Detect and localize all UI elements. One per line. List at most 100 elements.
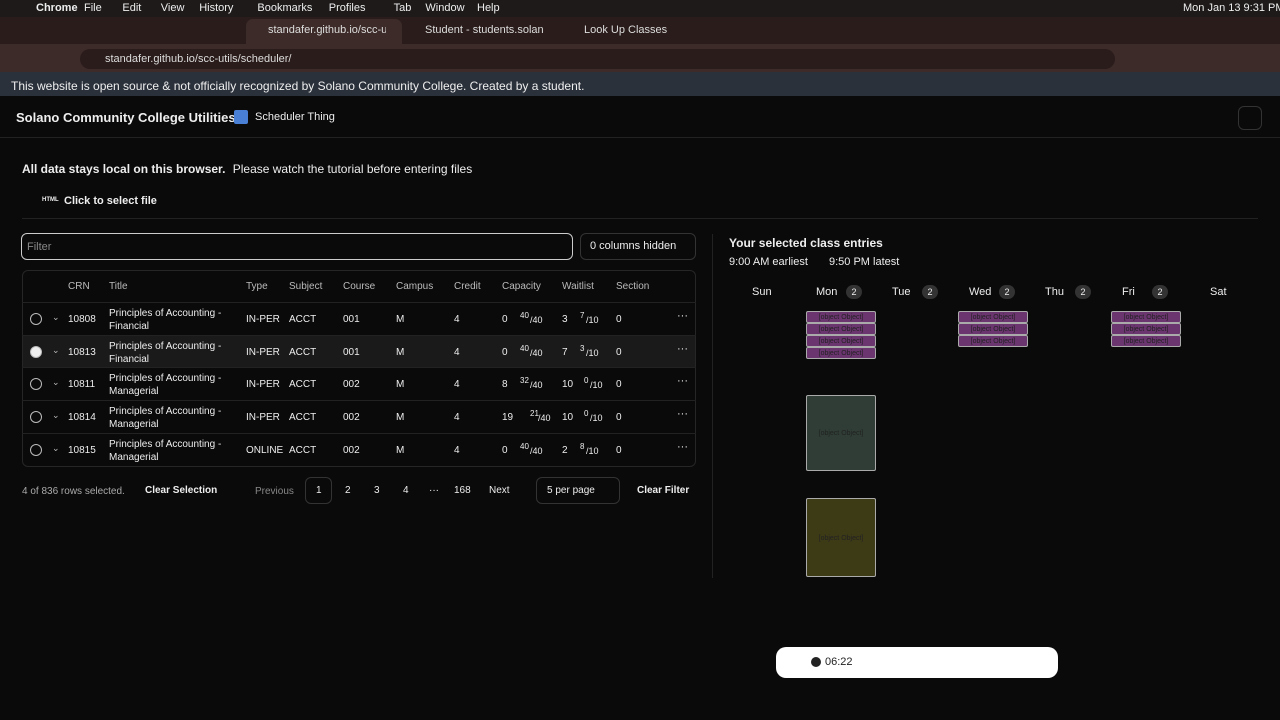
calendar-block[interactable]: [object Object] [806,498,876,577]
next[interactable]: Next [489,485,510,496]
menu-item[interactable]: Window [425,2,465,14]
capacity-used: 21 [530,409,539,419]
page-link[interactable]: 4 [403,485,409,496]
cell: 10814 [68,412,96,424]
column-header[interactable]: CRN [68,281,90,292]
previous[interactable]: Previous [255,486,294,497]
calendar-block[interactable]: [object Object] [958,311,1028,323]
cell: 0 [616,444,622,456]
calendar-block[interactable]: [object Object] [806,323,876,335]
waitlist-used: 0 [584,376,589,386]
calendar-block[interactable]: [object Object] [1111,311,1181,323]
notice-text: Please watch the tutorial before enterin… [229,162,473,176]
clear-selection[interactable]: Clear Selection [145,485,218,496]
clear-filter[interactable]: Clear Filter [637,485,690,496]
theme-button[interactable] [1238,106,1262,130]
page-link[interactable]: 3 [374,485,380,496]
menu-item[interactable]: Profiles [328,2,366,14]
column-header[interactable]: Subject [289,281,323,292]
column-header[interactable]: Campus [396,281,434,292]
expand-toggle[interactable]: ⌄ [52,312,60,322]
tab-title[interactable]: standafer.github.io/scc-utils/ [268,24,386,36]
calendar-block[interactable]: [object Object] [806,347,876,359]
clock: Mon Jan 13 9:31 PM [1183,2,1280,14]
day-name: Fri [1122,286,1135,298]
cell: M [396,444,405,456]
row-divider [22,400,696,402]
cell: 4 [454,379,460,391]
recorder [776,647,1058,678]
capacity-used: 32 [520,376,529,386]
expand-toggle[interactable]: ⌄ [52,344,60,355]
column-header[interactable]: Type [246,281,268,292]
page-link[interactable]: 1 [316,485,322,496]
capacity-max: /40 [538,413,551,424]
row-menu[interactable]: ··· [677,342,688,355]
column-header[interactable]: Title [109,281,128,292]
day-name: Wed [969,286,992,298]
expand-toggle[interactable]: ⌄ [52,377,60,388]
columns-button[interactable] [580,233,696,260]
column-header[interactable]: Credit [454,281,481,292]
calendar-block[interactable]: [object Object] [806,311,876,323]
row-menu[interactable]: ··· [677,375,688,388]
capacity-open: 0 [502,314,508,325]
menu-item[interactable]: Help [477,2,500,14]
column-header[interactable]: Course [343,281,376,292]
capacity-max: /40 [530,315,543,325]
cell: IN-PER [246,314,280,325]
menu-item[interactable]: Bookmarks [257,2,313,14]
cell-title: Principles of Accounting - Managerial [109,438,222,463]
capacity-open: 0 [502,346,508,358]
tab-title[interactable]: Student - students.solano.ed [425,24,543,36]
day-name: Thu [1045,286,1064,298]
calendar-block[interactable]: [object Object] [1111,323,1181,335]
per-page[interactable] [536,477,620,504]
page-link[interactable]: ··· [429,485,439,496]
menu-item[interactable]: Tab [393,2,412,14]
calendar-block[interactable]: [object Object] [806,395,876,471]
cell: M [396,412,405,424]
cell: IN-PER [246,412,280,424]
calendar-block[interactable]: [object Object] [806,335,876,347]
cell: 4 [454,412,460,424]
menu-item[interactable]: Edit [122,2,142,14]
cell: 4 [454,346,460,358]
row-checkbox[interactable] [30,313,42,325]
site-title[interactable]: Solano Community College Utilities [16,110,236,125]
expand-toggle[interactable]: ⌄ [52,442,60,453]
nav-link[interactable]: Scheduler Thing [255,111,335,123]
url[interactable]: standafer.github.io/scc-utils/scheduler/ [105,53,292,65]
row-menu[interactable]: ··· [677,440,688,453]
calendar-block[interactable]: [object Object] [958,335,1028,347]
expand-toggle[interactable]: ⌄ [52,410,60,421]
file-label[interactable]: Click to select file [64,195,157,207]
calendar-block[interactable]: [object Object] [958,323,1028,335]
day-count: 2 [999,285,1015,299]
column-header[interactable]: Waitlist [562,281,594,292]
page-link[interactable]: 2 [345,485,351,496]
page-link[interactable]: 168 [454,485,471,496]
day-count: 2 [1075,285,1091,299]
row-checkbox[interactable] [30,411,42,424]
row-checkbox[interactable] [30,443,42,456]
cell: ACCT [289,444,317,456]
tab-title[interactable]: Look Up Classes [584,24,668,36]
waitlist-max: /10 [590,380,603,391]
menu-item[interactable]: File [84,2,102,14]
row-checkbox[interactable] [30,378,42,391]
column-header[interactable]: Section [616,281,650,292]
menu-item[interactable]: History [199,2,234,14]
row-checkbox[interactable] [30,345,42,358]
capacity-open: 19 [502,412,514,424]
row-menu[interactable]: ··· [677,408,688,421]
table [22,270,696,467]
row-menu[interactable]: ··· [677,310,688,322]
menu-app[interactable]: Chrome [36,2,78,14]
cell: IN-PER [246,346,280,358]
calendar-block[interactable]: [object Object] [1111,335,1181,347]
column-header[interactable]: Capacity [502,281,541,292]
filter-input[interactable] [21,233,573,260]
nav [0,96,1280,138]
menu-item[interactable]: View [160,2,185,14]
